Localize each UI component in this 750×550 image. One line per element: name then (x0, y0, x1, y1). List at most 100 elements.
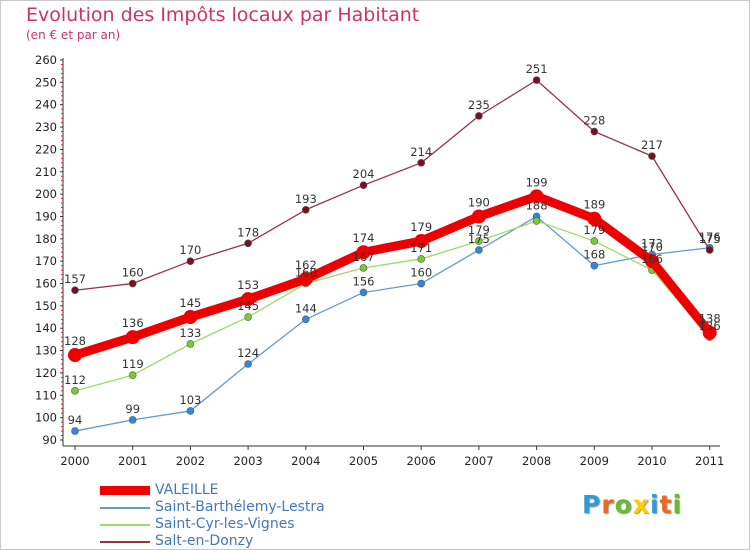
data-point-salt-en-donzy (590, 127, 599, 136)
data-label-salt-en-donzy: 214 (410, 145, 432, 159)
data-label-saint-cyr-les-vignes: 160 (295, 266, 317, 280)
chart-subtitle: (en € et par an) (26, 28, 121, 42)
y-tick-label: 140 (35, 321, 57, 335)
series-line-valeille (70, 191, 715, 360)
data-point-saint-cyr-les-vignes (71, 387, 79, 395)
data-point-saint-cyr-les-vignes (359, 264, 368, 272)
y-tick-label: 240 (35, 98, 57, 112)
data-label-valeille: 174 (353, 231, 375, 245)
y-tick-label: 160 (35, 277, 57, 291)
data-point-valeille (414, 234, 429, 249)
data-label-salt-en-donzy: 204 (353, 167, 375, 181)
y-tick-label: 210 (35, 165, 57, 179)
data-label-saint-cyr-les-vignes: 145 (237, 299, 259, 313)
data-label-valeille: 136 (122, 316, 144, 330)
data-point-saint-barth-lemy-lestra (301, 315, 310, 324)
data-point-salt-en-donzy (359, 181, 368, 189)
legend-label: Saint-Cyr-les-Vignes (155, 516, 295, 532)
data-point-valeille (298, 272, 313, 287)
data-label-saint-barth-lemy-lestra: 156 (353, 274, 375, 288)
data-label-saint-barth-lemy-lestra: 168 (583, 248, 605, 262)
data-label-valeille: 179 (410, 220, 432, 234)
data-point-salt-en-donzy (417, 159, 426, 167)
legend-swatch (100, 541, 150, 543)
data-point-saint-cyr-les-vignes (186, 340, 195, 348)
data-point-valeille (356, 245, 371, 260)
data-point-saint-barth-lemy-lestra (417, 279, 426, 288)
logo-letter: P (582, 490, 602, 519)
data-label-saint-cyr-les-vignes: 179 (583, 223, 605, 237)
data-label-valeille: 189 (583, 198, 605, 212)
data-label-saint-barth-lemy-lestra: 173 (641, 236, 663, 250)
data-point-saint-barth-lemy-lestra (128, 416, 137, 424)
data-label-saint-cyr-les-vignes: 119 (122, 357, 144, 371)
y-tick-label: 250 (35, 75, 57, 89)
y-tick-label: 170 (35, 254, 57, 268)
data-label-saint-barth-lemy-lestra: 103 (179, 393, 201, 407)
data-label-valeille: 138 (699, 312, 721, 326)
data-label-salt-en-donzy: 157 (64, 272, 86, 286)
proxiti-logo: Proxiti (582, 490, 682, 519)
data-point-saint-barth-lemy-lestra (590, 261, 599, 270)
data-point-valeille (125, 330, 140, 345)
x-tick-label: 2005 (349, 454, 378, 468)
data-label-salt-en-donzy: 228 (583, 114, 605, 128)
data-label-salt-en-donzy: 178 (237, 225, 259, 239)
legend-swatch (100, 507, 150, 509)
series-line-saint-barth-lemy-lestra (74, 215, 711, 432)
x-tick-label: 2006 (407, 454, 436, 468)
data-label-saint-barth-lemy-lestra: 124 (237, 346, 259, 360)
series-line-salt-en-donzy (74, 79, 711, 291)
y-tick-label: 190 (35, 209, 57, 223)
data-label-salt-en-donzy: 160 (122, 266, 144, 280)
y-tick-label: 200 (35, 187, 57, 201)
data-label-salt-en-donzy: 193 (295, 192, 317, 206)
data-point-valeille (241, 292, 256, 307)
x-tick-label: 2000 (60, 454, 89, 468)
data-label-salt-en-donzy: 251 (526, 62, 548, 76)
data-point-saint-barth-lemy-lestra (186, 407, 195, 415)
legend-swatch (100, 524, 150, 526)
data-point-valeille (68, 348, 82, 363)
y-tick-label: 150 (35, 299, 57, 313)
data-point-saint-barth-lemy-lestra (244, 360, 252, 368)
data-point-saint-cyr-les-vignes (244, 313, 252, 321)
data-label-saint-cyr-les-vignes: 179 (468, 223, 490, 237)
data-label-saint-barth-lemy-lestra: 160 (410, 266, 432, 280)
y-tick-label: 180 (35, 232, 57, 246)
x-tick-label: 2003 (233, 454, 262, 468)
data-point-saint-cyr-les-vignes (417, 255, 426, 263)
legend-label: VALEILLE (155, 482, 219, 498)
data-label-salt-en-donzy: 170 (179, 243, 201, 257)
data-point-saint-cyr-les-vignes (532, 217, 541, 225)
data-label-saint-cyr-les-vignes: 167 (353, 250, 375, 264)
x-tick-label: 2008 (522, 454, 551, 468)
series-line-saint-cyr-les-vignes (74, 220, 711, 392)
data-label-valeille: 190 (468, 195, 490, 209)
data-label-salt-en-donzy: 175 (699, 232, 721, 246)
data-point-salt-en-donzy (244, 239, 252, 248)
data-point-salt-en-donzy (532, 76, 541, 84)
logo-letter: i (650, 490, 660, 519)
logo-letter: r (601, 490, 615, 519)
data-label-saint-cyr-les-vignes: 166 (641, 252, 663, 266)
data-label-saint-cyr-les-vignes: 133 (179, 326, 201, 340)
legend-label: Salt-en-Donzy (155, 533, 254, 549)
data-label-saint-cyr-les-vignes: 136 (699, 319, 721, 333)
data-point-valeille (587, 211, 602, 226)
x-tick-label: 2002 (176, 454, 205, 468)
data-label-salt-en-donzy: 235 (468, 98, 490, 112)
y-tick-label: 110 (35, 388, 57, 402)
x-tick-label: 2001 (118, 454, 147, 468)
y-tick-label: 130 (35, 344, 57, 358)
data-label-saint-barth-lemy-lestra: 94 (68, 413, 83, 427)
data-point-salt-en-donzy (301, 205, 310, 214)
data-point-salt-en-donzy (128, 279, 137, 288)
logo-letter: i (672, 490, 683, 519)
data-point-salt-en-donzy (186, 257, 195, 265)
data-label-valeille: 162 (295, 258, 317, 272)
data-point-saint-cyr-les-vignes (590, 237, 599, 245)
chart-title: Evolution des Impôts locaux par Habitant (26, 4, 420, 26)
